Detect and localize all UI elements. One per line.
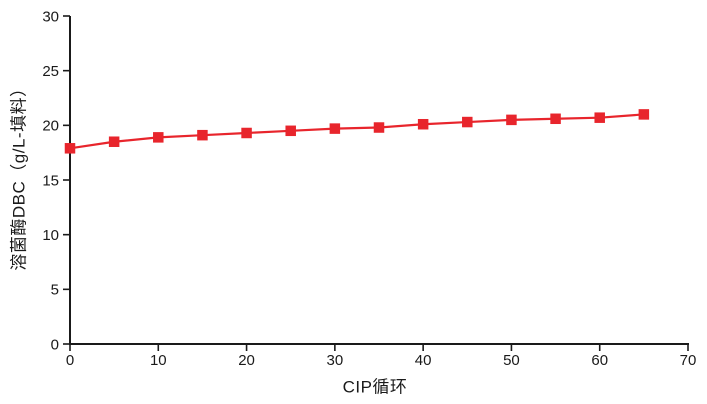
data-point-marker <box>241 127 252 139</box>
data-point-marker <box>373 122 385 133</box>
data-point-marker <box>550 113 561 125</box>
y-tick-label: 30 <box>42 8 59 25</box>
x-tick-label: 50 <box>503 352 520 369</box>
data-point-marker <box>417 118 429 130</box>
data-series-line <box>69 113 644 150</box>
y-tick-label: 15 <box>42 172 59 189</box>
y-tick-label: 10 <box>42 227 59 244</box>
y-tick-label: 5 <box>51 282 59 299</box>
data-point-marker <box>285 125 296 137</box>
x-axis-title: CIP循环 <box>342 377 408 397</box>
x-tick-label: 40 <box>415 352 432 369</box>
data-point-marker <box>64 143 76 154</box>
x-tick-label: 20 <box>238 352 255 369</box>
x-tick-label: 0 <box>66 352 74 369</box>
data-point-marker <box>329 123 341 134</box>
x-tick-label: 70 <box>680 352 697 369</box>
x-tick-label: 30 <box>327 352 344 369</box>
x-tick-label: 60 <box>591 352 608 369</box>
y-tick-label: 25 <box>42 63 59 80</box>
x-tick-label: 10 <box>150 352 167 369</box>
data-point-marker <box>638 109 650 120</box>
data-point-marker <box>153 132 164 143</box>
data-point-marker <box>108 136 120 147</box>
data-point-marker <box>462 116 473 128</box>
data-point-marker <box>197 129 208 141</box>
y-axis-title: 溶菌酶DBC（g/L-填料） <box>9 79 29 271</box>
y-tick-label: 0 <box>51 336 59 353</box>
y-tick-label: 20 <box>42 118 59 135</box>
data-point-marker <box>506 114 517 126</box>
data-point-marker <box>594 112 605 123</box>
